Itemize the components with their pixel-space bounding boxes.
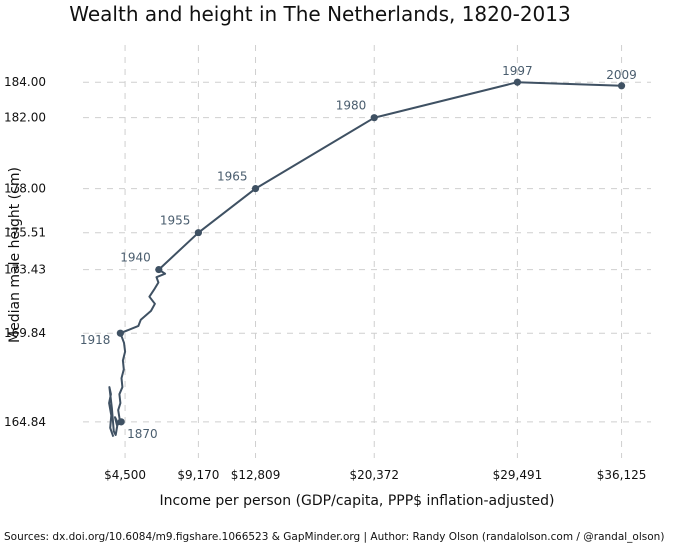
year-markers bbox=[116, 78, 626, 426]
x-tick-label: $9,170 bbox=[177, 468, 219, 482]
source-credit: Sources: dx.doi.org/10.6084/m9.figshare.… bbox=[4, 531, 664, 543]
year-label-1980: 1980 bbox=[336, 99, 367, 113]
year-marker-1965 bbox=[251, 184, 260, 193]
x-tick-label: $20,372 bbox=[349, 468, 399, 482]
year-label-1918: 1918 bbox=[80, 333, 111, 347]
year-marker-1870 bbox=[117, 418, 125, 426]
x-tick-label: $29,491 bbox=[493, 468, 543, 482]
gridlines bbox=[83, 45, 651, 458]
y-tick-label: 175.51 bbox=[4, 226, 46, 240]
year-marker-1997 bbox=[513, 78, 522, 86]
x-tick-label: $4,500 bbox=[104, 468, 146, 482]
y-tick-label: 173.43 bbox=[4, 263, 46, 277]
y-tick-label: 182.00 bbox=[4, 111, 46, 125]
year-labels: 1870 1918 1940 1955 1965 1980 1997 2009 bbox=[80, 64, 637, 441]
y-tick-label: 164.84 bbox=[4, 415, 46, 429]
year-marker-1980 bbox=[370, 114, 378, 122]
x-tick-label: $12,809 bbox=[231, 468, 281, 482]
chart-title: Wealth and height in The Netherlands, 18… bbox=[69, 2, 570, 26]
year-label-1965: 1965 bbox=[217, 170, 248, 184]
year-label-1997: 1997 bbox=[502, 64, 533, 78]
year-marker-1918 bbox=[116, 329, 124, 337]
year-marker-1955 bbox=[194, 229, 202, 237]
height-income-line bbox=[108, 81, 622, 438]
x-axis-label: Income per person (GDP/capita, PPP$ infl… bbox=[159, 493, 554, 509]
year-marker-1940 bbox=[155, 265, 163, 274]
axis-ticks: 164.84 169.84 173.43 175.51 178.00 182.00 184.… bbox=[4, 75, 646, 482]
y-tick-label: 169.84 bbox=[4, 326, 46, 340]
year-label-1955: 1955 bbox=[160, 214, 191, 228]
y-axis-label: Median male height (cm) bbox=[7, 167, 23, 343]
y-tick-label: 178.00 bbox=[4, 182, 46, 196]
x-tick-label: $36,125 bbox=[597, 468, 647, 482]
y-tick-label: 184.00 bbox=[4, 75, 46, 89]
year-label-1870: 1870 bbox=[127, 427, 158, 441]
year-label-2009: 2009 bbox=[606, 68, 637, 82]
year-label-1940: 1940 bbox=[120, 251, 151, 265]
year-marker-2009 bbox=[617, 82, 626, 90]
